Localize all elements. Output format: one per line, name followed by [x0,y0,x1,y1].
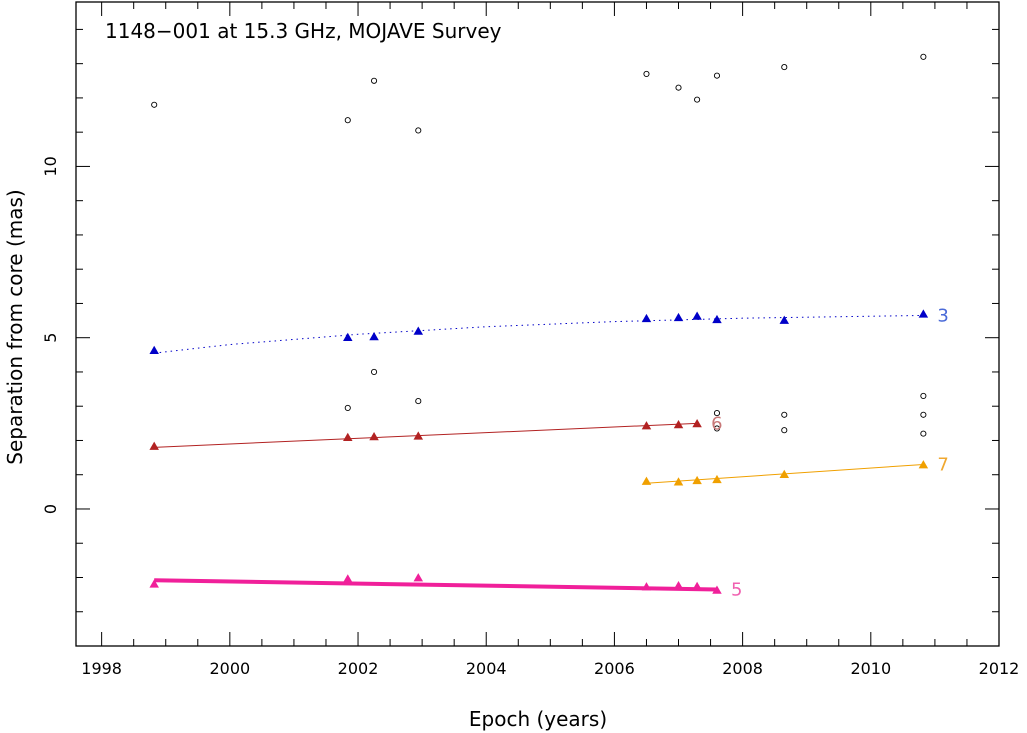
point-component-6 [673,420,684,429]
x-axis-title: Epoch (years) [469,707,607,731]
series-label-3: 3 [937,305,948,326]
y-tick-label: 5 [41,333,60,343]
x-tick-label: 2008 [722,659,763,678]
point-component-3 [641,313,652,323]
point-component-3 [779,315,790,324]
x-tick-label: 2000 [209,659,250,678]
unfitted-point [643,70,650,77]
axis-ticks: 1998 2000 2002 2004 2006 2008 2010 2012 0 5 10 [41,2,1019,678]
point-component-3 [692,311,702,320]
point-component-7 [779,469,790,478]
x-tick-label: 2006 [594,659,635,678]
unfitted-point [713,410,721,417]
point-component-7 [692,475,702,485]
unfitted-point [675,84,682,91]
fit-line-component-5 [154,578,718,592]
unfitted-point [694,96,701,103]
point-component-7 [673,477,684,486]
unfitted-point [371,77,378,84]
fit-line-component-6 [154,422,698,448]
unfitted-point [920,53,927,60]
unfitted-point [920,392,927,399]
point-component-6 [692,419,702,428]
point-component-3 [343,332,353,341]
point-component-5 [149,579,159,588]
point-component-6 [369,432,379,441]
unfitted-point [781,64,788,71]
fit-line-component-3 [154,314,924,354]
y-axis-title: Separation from core (mas) [3,189,27,464]
point-component-3 [918,309,929,318]
data-markers [149,53,929,594]
point-component-6 [413,431,424,440]
fit-lines [154,314,924,592]
x-tick-label: 1998 [81,659,122,678]
unfitted-point [781,411,788,418]
point-component-3 [413,326,424,335]
unfitted-point [920,430,927,437]
point-component-3 [369,332,379,341]
point-component-3 [149,345,159,354]
unfitted-point [781,427,788,434]
point-component-5 [413,573,424,582]
unfitted-point [344,117,351,124]
unfitted-point [344,404,351,411]
point-component-6 [149,441,159,450]
point-component-5 [692,581,702,590]
point-component-6 [343,432,353,441]
point-component-5 [641,582,652,591]
unfitted-point [371,368,378,376]
series-label-5: 5 [731,579,742,600]
unfitted-point [713,425,721,432]
point-component-7 [641,476,652,485]
x-tick-label: 2004 [466,659,507,678]
y-tick-label: 0 [41,504,60,514]
point-component-3 [673,312,684,322]
chart-title: 1148−001 at 15.3 GHz, MOJAVE Survey [105,19,502,43]
series-label-6: 6 [711,413,722,434]
unfitted-point [415,127,422,134]
point-component-7 [918,460,929,469]
series-labels: 3 6 7 5 [711,305,949,600]
point-component-6 [641,421,652,430]
x-tick-label: 2012 [979,659,1020,678]
x-tick-label: 2010 [850,659,891,678]
unfitted-point [713,72,721,79]
y-tick-label: 10 [41,156,60,176]
point-component-3 [712,314,722,324]
unfitted-point [415,398,422,405]
x-tick-label: 2002 [338,659,379,678]
point-component-5 [343,574,353,583]
point-component-7 [712,474,722,484]
plot-frame [75,1,1000,647]
point-component-5 [712,585,722,594]
unfitted-point [920,411,927,418]
series-label-7: 7 [937,454,948,475]
unfitted-point [151,101,158,108]
point-component-5 [673,581,684,590]
